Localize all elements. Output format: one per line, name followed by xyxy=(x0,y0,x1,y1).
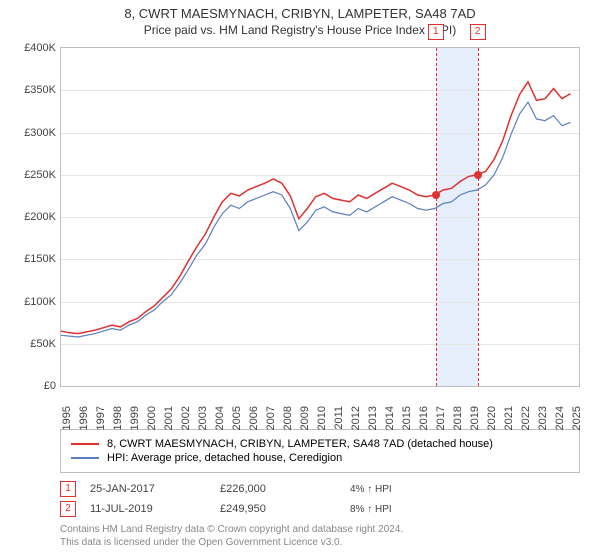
y-axis-label: £100K xyxy=(6,296,56,308)
y-axis-label: £150K xyxy=(6,253,56,265)
x-axis-label: 2020 xyxy=(486,406,498,430)
legend-label: 8, CWRT MAESMYNACH, CRIBYN, LAMPETER, SA… xyxy=(107,438,493,450)
sale-price: £249,950 xyxy=(220,503,350,515)
chart-container: 8, CWRT MAESMYNACH, CRIBYN, LAMPETER, SA… xyxy=(0,0,600,549)
x-axis-label: 2023 xyxy=(537,406,549,430)
x-axis-label: 1998 xyxy=(112,406,124,430)
chart-subtitle: Price paid vs. HM Land Registry's House … xyxy=(0,23,600,37)
x-axis-label: 2015 xyxy=(401,406,413,430)
sale-point xyxy=(474,171,482,179)
x-axis-label: 2022 xyxy=(520,406,532,430)
x-axis-label: 1999 xyxy=(129,406,141,430)
x-axis-label: 2010 xyxy=(316,406,328,430)
x-axis-label: 2003 xyxy=(197,406,209,430)
x-axis-label: 2011 xyxy=(333,406,345,430)
title-block: 8, CWRT MAESMYNACH, CRIBYN, LAMPETER, SA… xyxy=(0,0,600,37)
series-line-hpi xyxy=(61,102,571,337)
plot-area: £0£50K£100K£150K£200K£250K£300K£350K£400… xyxy=(60,47,580,387)
x-axis-label: 2018 xyxy=(452,406,464,430)
x-axis-label: 2013 xyxy=(367,406,379,430)
x-axis-label: 2017 xyxy=(435,406,447,430)
legend-item-hpi: HPI: Average price, detached house, Cere… xyxy=(71,452,569,464)
x-axis-label: 1997 xyxy=(95,406,107,430)
sales-table: 1 25-JAN-2017 £226,000 4% ↑ HPI 2 11-JUL… xyxy=(60,481,580,517)
chart-title: 8, CWRT MAESMYNACH, CRIBYN, LAMPETER, SA… xyxy=(0,6,600,21)
event-marker-icon: 2 xyxy=(470,24,486,40)
sale-date: 25-JAN-2017 xyxy=(90,483,220,495)
legend-swatch xyxy=(71,457,99,459)
x-axis-label: 2025 xyxy=(571,406,583,430)
y-axis-label: £250K xyxy=(6,169,56,181)
footer-line: This data is licensed under the Open Gov… xyxy=(60,536,580,549)
x-axis-label: 2000 xyxy=(146,406,158,430)
legend-label: HPI: Average price, detached house, Cere… xyxy=(107,452,342,464)
x-axis-label: 2016 xyxy=(418,406,430,430)
y-axis-label: £50K xyxy=(6,338,56,350)
footer-attribution: Contains HM Land Registry data © Crown c… xyxy=(60,523,580,549)
sale-point xyxy=(432,191,440,199)
sale-price: £226,000 xyxy=(220,483,350,495)
series-line-price_paid xyxy=(61,82,571,334)
x-axis-label: 2002 xyxy=(180,406,192,430)
x-axis-label: 2006 xyxy=(248,406,260,430)
y-axis-label: £300K xyxy=(6,127,56,139)
sale-row: 1 25-JAN-2017 £226,000 4% ↑ HPI xyxy=(60,481,580,497)
legend: 8, CWRT MAESMYNACH, CRIBYN, LAMPETER, SA… xyxy=(60,429,580,473)
x-axis-label: 1995 xyxy=(61,406,73,430)
sale-marker-icon: 1 xyxy=(60,481,76,497)
footer-line: Contains HM Land Registry data © Crown c… xyxy=(60,523,580,536)
x-axis-label: 2019 xyxy=(469,406,481,430)
x-axis-label: 2024 xyxy=(554,406,566,430)
x-axis-label: 2007 xyxy=(265,406,277,430)
y-axis-label: £400K xyxy=(6,42,56,54)
sale-marker-icon: 2 xyxy=(60,501,76,517)
sale-date: 11-JUL-2019 xyxy=(90,503,220,515)
y-axis-label: £0 xyxy=(6,380,56,392)
x-axis-label: 2012 xyxy=(350,406,362,430)
chart-lines xyxy=(61,48,579,386)
x-axis-label: 2004 xyxy=(214,406,226,430)
x-axis-label: 2009 xyxy=(299,406,311,430)
x-axis-label: 1996 xyxy=(78,406,90,430)
x-axis-label: 2021 xyxy=(503,406,515,430)
sale-delta: 4% ↑ HPI xyxy=(350,484,480,495)
x-axis-label: 2014 xyxy=(384,406,396,430)
sale-row: 2 11-JUL-2019 £249,950 8% ↑ HPI xyxy=(60,501,580,517)
x-axis-label: 2001 xyxy=(163,406,175,430)
y-axis-label: £350K xyxy=(6,84,56,96)
legend-item-price-paid: 8, CWRT MAESMYNACH, CRIBYN, LAMPETER, SA… xyxy=(71,438,569,450)
legend-swatch xyxy=(71,443,99,445)
event-marker-icon: 1 xyxy=(428,24,444,40)
x-axis-label: 2005 xyxy=(231,406,243,430)
y-axis-label: £200K xyxy=(6,211,56,223)
x-axis-label: 2008 xyxy=(282,406,294,430)
sale-delta: 8% ↑ HPI xyxy=(350,504,480,515)
